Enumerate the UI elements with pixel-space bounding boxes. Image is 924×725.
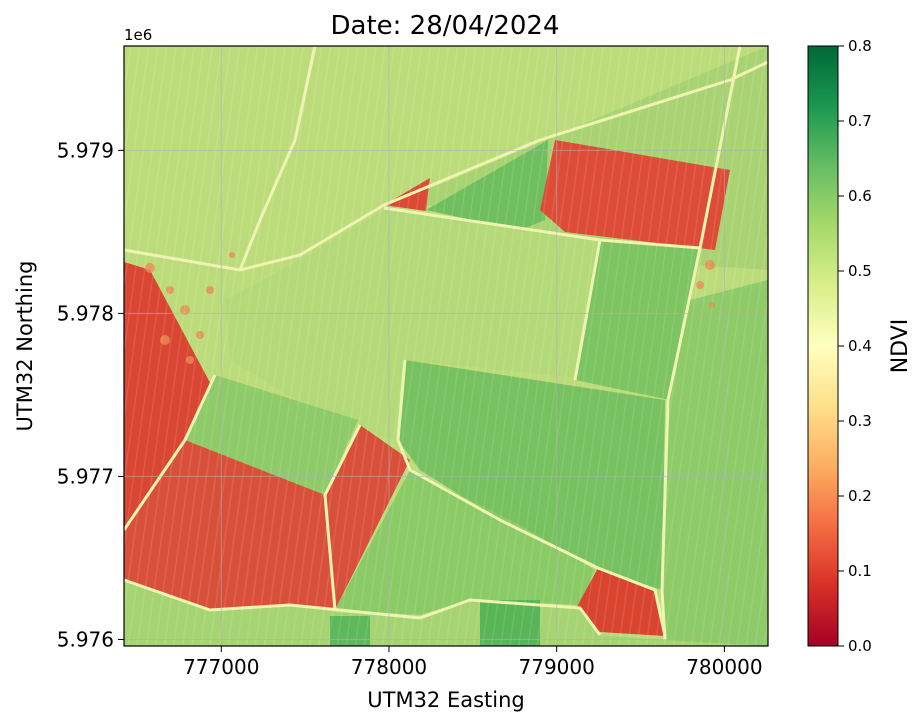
y-tick-label: 5.979 xyxy=(57,138,114,162)
x-axis-label: UTM32 Easting xyxy=(367,688,525,712)
ndvi-raster xyxy=(124,46,768,646)
y-tick-label: 5.978 xyxy=(57,301,114,325)
colorbar-tick-label: 0.5 xyxy=(848,262,872,280)
colorbar xyxy=(807,45,839,647)
x-axis-ticks: 777000 778000 779000 780000 xyxy=(183,646,763,679)
colorbar-tick-label: 0.7 xyxy=(848,112,872,130)
colorbar-tick-label: 0.4 xyxy=(848,337,872,355)
x-tick-label: 778000 xyxy=(351,655,427,679)
y-tick-label: 5.976 xyxy=(57,627,114,651)
map-grid xyxy=(124,46,768,646)
x-tick-label: 779000 xyxy=(519,655,595,679)
colorbar-tick-label: 0.6 xyxy=(848,187,872,205)
y-offset-label: 1e6 xyxy=(124,26,152,44)
colorbar-tick-label: 0.3 xyxy=(848,412,872,430)
y-axis-ticks: 5.976 5.977 5.978 5.979 xyxy=(57,138,124,651)
y-axis-label: UTM32 Northing xyxy=(13,261,37,432)
map-title: Date: 28/04/2024 xyxy=(330,11,559,41)
colorbar-tick-label: 0.8 xyxy=(848,37,872,55)
colorbar-ticks: 0.0 0.1 0.2 0.3 0.4 0.5 0.6 0.7 0.8 xyxy=(838,37,872,655)
colorbar-tick-label: 0.2 xyxy=(848,487,872,505)
colorbar-label: NDVI xyxy=(888,319,913,374)
x-tick-label: 777000 xyxy=(183,655,259,679)
colorbar-tick-label: 0.0 xyxy=(848,637,872,655)
map-axes-frame xyxy=(123,45,769,647)
colorbar-tick-label: 0.1 xyxy=(848,562,872,580)
x-tick-label: 780000 xyxy=(686,655,762,679)
y-tick-label: 5.977 xyxy=(57,464,114,488)
